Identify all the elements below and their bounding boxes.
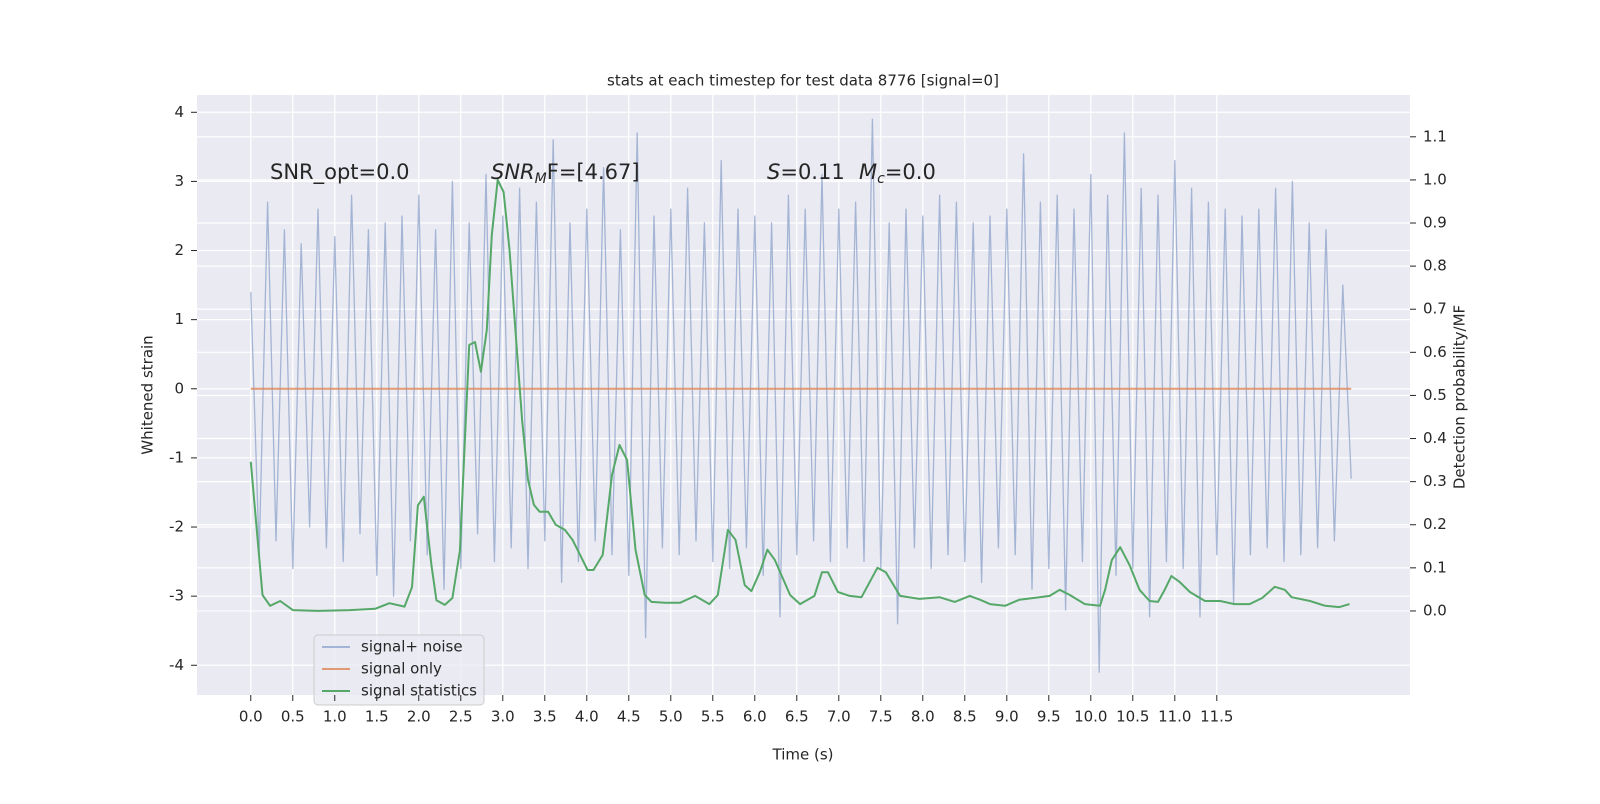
y-tick-label: -3: [169, 587, 184, 605]
annotation: S=0.11 Mc=0.0: [767, 160, 936, 187]
x-tick-label: 1.5: [365, 708, 389, 726]
x-tick-label: 6.0: [743, 708, 767, 726]
legend-label: signal+ noise: [361, 638, 463, 656]
annotation-part: =0.0: [885, 160, 936, 184]
annotation-part: c: [877, 171, 885, 187]
y2-tick-label: 0.7: [1423, 300, 1447, 318]
annotation-part: =0.11: [780, 160, 844, 184]
y-tick-label: 1: [174, 310, 184, 328]
annotation-part: SNR: [491, 160, 535, 184]
x-tick-label: 5.5: [701, 708, 725, 726]
x-tick-label: 6.5: [785, 708, 809, 726]
x-tick-label: 8.0: [911, 708, 935, 726]
y2-tick-label: 0.6: [1423, 343, 1447, 361]
x-tick-label: 2.5: [449, 708, 473, 726]
x-tick-label: 7.5: [869, 708, 893, 726]
x-tick-label: 10.0: [1074, 708, 1107, 726]
annotation: SNR_opt=0.0: [270, 160, 410, 185]
x-tick-label: 8.5: [953, 708, 977, 726]
x-tick-label: 11.5: [1200, 708, 1233, 726]
y-tick-label: -4: [169, 656, 184, 674]
x-tick-label: 3.5: [533, 708, 557, 726]
y-tick-label: -2: [169, 518, 184, 536]
legend-label: signal only: [361, 660, 442, 678]
marks: [249, 118, 1352, 673]
y2-tick-label: 0.8: [1423, 257, 1447, 275]
y2-tick-label: 1.0: [1423, 170, 1447, 188]
x-tick-label: 9.5: [1037, 708, 1061, 726]
y2-tick-label: 0.2: [1423, 515, 1447, 533]
x-tick-label: 0.0: [239, 708, 263, 726]
annotation-part: M: [859, 160, 877, 184]
y2-tick-label: 0.5: [1423, 386, 1447, 404]
x-tick-label: 4.0: [575, 708, 599, 726]
x-tick-label: 5.0: [659, 708, 683, 726]
series-line: [250, 118, 1352, 673]
y2-tick-label: 0.9: [1423, 214, 1447, 232]
y-tick-label: 3: [174, 172, 184, 190]
legend-label: signal statistics: [361, 682, 477, 700]
x-tick-label: 1.0: [323, 708, 347, 726]
annotation: SNRMF=[4.67]: [491, 160, 640, 187]
y2-axis-label: Detection probability/MF: [1451, 305, 1469, 489]
legend: signal+ noise signal only signal statistic…: [313, 634, 485, 706]
annotation-part: M: [535, 171, 547, 187]
x-tick-label: 3.0: [491, 708, 515, 726]
x-tick-label: 10.5: [1116, 708, 1149, 726]
x-axis-label: Time (s): [772, 746, 834, 764]
y2-tick-label: 0.1: [1423, 558, 1447, 576]
y2-tick-label: 0.4: [1423, 429, 1447, 447]
legend-box: [313, 634, 485, 706]
y-tick-label: 2: [174, 241, 184, 259]
y2-tick-label: 0.0: [1423, 601, 1447, 619]
y-tick-label: 0: [174, 379, 184, 397]
x-tick-label: 2.0: [407, 708, 431, 726]
series-line: [249, 178, 1350, 612]
x-tick-label: 11.0: [1158, 708, 1191, 726]
y2-tick-label: 0.3: [1423, 472, 1447, 490]
x-tick-label: 7.0: [827, 708, 851, 726]
annotation-part: F=[4.67]: [547, 160, 640, 184]
x-tick-label: 0.5: [281, 708, 305, 726]
y-tick-label: -1: [169, 448, 184, 466]
chart-title: stats at each timestep for test data 877…: [607, 72, 999, 90]
y2-tick-label: 1.1: [1423, 127, 1447, 145]
annotation-part: S: [767, 160, 780, 184]
y-tick-label: 4: [174, 103, 184, 121]
y-axis-label: Whitened strain: [139, 335, 157, 454]
x-tick-label: 9.0: [995, 708, 1019, 726]
x-tick-label: 4.5: [617, 708, 641, 726]
